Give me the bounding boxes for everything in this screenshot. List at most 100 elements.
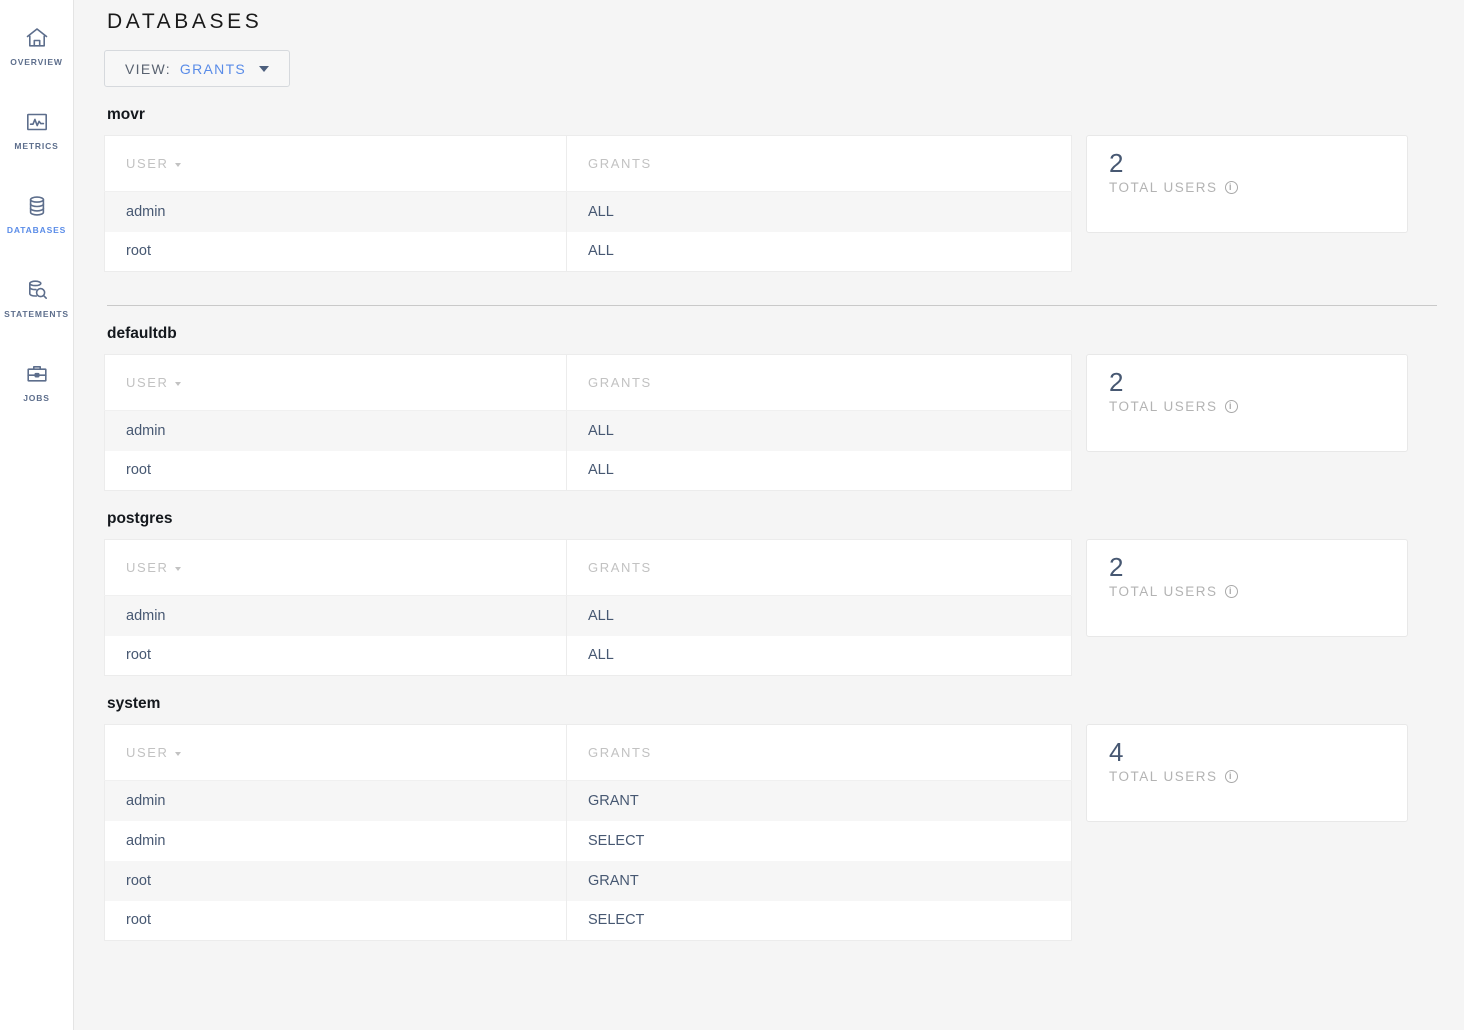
total-users-label: TOTAL USERS	[1109, 179, 1218, 195]
sidebar-item-statements[interactable]: STATEMENTS	[0, 256, 74, 340]
column-header-grants[interactable]: GRANTS	[566, 354, 1072, 412]
total-users-value: 2	[1109, 552, 1124, 583]
column-header-user[interactable]: USER	[104, 724, 567, 782]
cell-user: admin	[104, 820, 567, 861]
database-name: defaultdb	[107, 325, 177, 343]
sidebar-item-label: METRICS	[14, 141, 59, 152]
cell-user: admin	[104, 595, 567, 636]
column-header-user[interactable]: USER	[104, 539, 567, 597]
column-header-grants[interactable]: GRANTS	[566, 539, 1072, 597]
sidebar-item-label: DATABASES	[6, 225, 67, 236]
table-row[interactable]: admin SELECT	[104, 820, 1072, 861]
column-header-user[interactable]: USER	[104, 135, 567, 193]
total-users-card: 2 TOTAL USERS i	[1086, 135, 1408, 234]
section-divider	[107, 305, 1437, 307]
chevron-down-icon	[259, 65, 270, 72]
cell-grant: ALL	[566, 410, 1072, 451]
cell-grant: ALL	[566, 231, 1072, 272]
grants-table: USER GRANTS admin ALL root ALL	[104, 354, 1072, 492]
view-selector-value: GRANTS	[179, 60, 247, 77]
total-users-label-row: TOTAL USERS i	[1109, 769, 1387, 784]
table-row[interactable]: root ALL	[104, 635, 1072, 676]
briefcase-icon	[24, 361, 50, 387]
total-users-label-row: TOTAL USERS i	[1109, 584, 1387, 599]
total-users-label: TOTAL USERS	[1109, 583, 1218, 599]
total-users-label-row: TOTAL USERS i	[1109, 180, 1387, 195]
total-users-value: 4	[1109, 737, 1124, 768]
column-header-user[interactable]: USER	[104, 354, 567, 412]
column-header-label: GRANTS	[588, 745, 652, 761]
section-body: USER GRANTS admin GRANT admin SELECT root GRANT…	[104, 724, 1424, 942]
section-body: USER GRANTS admin ALL root ALL 2 TOTAL USERS i	[104, 354, 1424, 492]
cell-user: root	[104, 450, 567, 491]
cell-user: root	[104, 900, 567, 941]
total-users-card: 2 TOTAL USERS i	[1086, 539, 1408, 638]
table-header-row: USER GRANTS	[104, 724, 1072, 782]
main-content: DATABASES VIEW: GRANTS movr USER GRANTS adm…	[74, 0, 1464, 1030]
cell-grant: SELECT	[566, 900, 1072, 941]
sidebar-item-databases[interactable]: DATABASES	[0, 172, 74, 256]
cell-user: admin	[104, 780, 567, 821]
section-body: USER GRANTS admin ALL root ALL 2 TOTAL USERS i	[104, 135, 1424, 273]
sort-chevron-down-icon[interactable]	[174, 381, 181, 386]
table-row[interactable]: root GRANT	[104, 860, 1072, 901]
total-users-label-row: TOTAL USERS i	[1109, 399, 1387, 414]
cell-grant: GRANT	[566, 780, 1072, 821]
column-header-label: USER	[126, 156, 169, 172]
sidebar-item-metrics[interactable]: METRICS	[0, 88, 74, 172]
sidebar-item-label: JOBS	[23, 393, 50, 404]
info-circle-icon[interactable]: i	[1224, 180, 1238, 194]
cell-grant: GRANT	[566, 860, 1072, 901]
database-name: postgres	[107, 510, 173, 528]
sidebar-item-label: STATEMENTS	[4, 309, 69, 320]
cell-user: root	[104, 231, 567, 272]
info-circle-icon[interactable]: i	[1224, 769, 1238, 783]
table-row[interactable]: root ALL	[104, 231, 1072, 272]
cell-user: root	[104, 860, 567, 901]
column-header-label: GRANTS	[588, 156, 652, 172]
database-name: system	[107, 695, 161, 713]
cell-grant: ALL	[566, 635, 1072, 676]
sort-chevron-down-icon[interactable]	[174, 566, 181, 571]
sort-chevron-down-icon[interactable]	[174, 162, 181, 167]
total-users-label: TOTAL USERS	[1109, 768, 1218, 784]
database-section: movr USER GRANTS admin ALL root ALL 2 TOTAL USER…	[104, 87, 1424, 273]
sidebar-item-label: OVERVIEW	[10, 57, 63, 68]
column-header-grants[interactable]: GRANTS	[566, 135, 1072, 193]
primary-sidebar: OVERVIEW METRICS DATABASES STATEMENTS JOBS	[0, 0, 74, 1030]
table-row[interactable]: admin ALL	[104, 191, 1072, 232]
total-users-card: 4 TOTAL USERS i	[1086, 724, 1408, 823]
database-section: postgres USER GRANTS admin ALL root ALL 2 TOTAL …	[104, 491, 1424, 677]
table-row[interactable]: root SELECT	[104, 900, 1072, 941]
database-name: movr	[107, 106, 145, 124]
total-users-card: 2 TOTAL USERS i	[1086, 354, 1408, 453]
table-row[interactable]: admin ALL	[104, 410, 1072, 451]
info-circle-icon[interactable]: i	[1224, 584, 1238, 598]
table-row[interactable]: admin ALL	[104, 595, 1072, 636]
info-circle-icon[interactable]: i	[1224, 399, 1238, 413]
home-icon	[24, 25, 50, 51]
cell-grant: SELECT	[566, 820, 1072, 861]
table-header-row: USER GRANTS	[104, 354, 1072, 412]
column-header-label: USER	[126, 560, 169, 576]
cell-user: admin	[104, 410, 567, 451]
cell-user: admin	[104, 191, 567, 232]
grants-table: USER GRANTS admin ALL root ALL	[104, 135, 1072, 273]
total-users-value: 2	[1109, 367, 1124, 398]
grants-table: USER GRANTS admin ALL root ALL	[104, 539, 1072, 677]
database-sections: movr USER GRANTS admin ALL root ALL 2 TOTAL USER…	[104, 87, 1437, 942]
column-header-label: USER	[126, 745, 169, 761]
table-row[interactable]: root ALL	[104, 450, 1072, 491]
column-header-label: GRANTS	[588, 375, 652, 391]
sidebar-item-overview[interactable]: OVERVIEW	[0, 4, 74, 88]
sort-chevron-down-icon[interactable]	[174, 751, 181, 756]
column-header-label: USER	[126, 375, 169, 391]
cell-user: root	[104, 635, 567, 676]
view-selector-dropdown[interactable]: VIEW: GRANTS	[104, 50, 291, 88]
column-header-grants[interactable]: GRANTS	[566, 724, 1072, 782]
table-row[interactable]: admin GRANT	[104, 780, 1072, 821]
database-icon	[24, 193, 50, 219]
sidebar-item-jobs[interactable]: JOBS	[0, 340, 74, 424]
page-title: DATABASES	[107, 10, 263, 33]
total-users-label: TOTAL USERS	[1109, 398, 1218, 414]
